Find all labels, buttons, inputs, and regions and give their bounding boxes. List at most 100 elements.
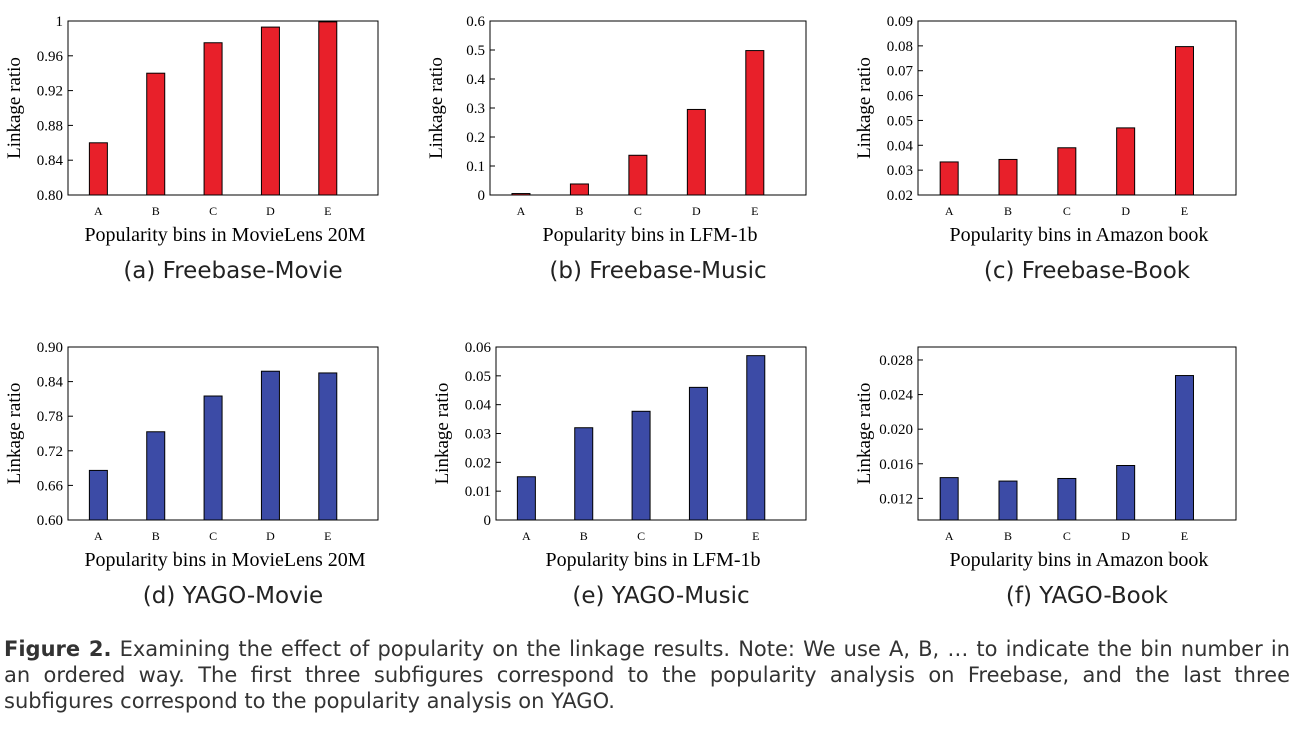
y-tick-label: 0.028 xyxy=(879,353,913,369)
y-tick-label: 0.3 xyxy=(466,101,485,117)
y-tick-label: 0.09 xyxy=(887,14,913,30)
bar-E xyxy=(745,50,765,196)
subfigure-caption: (a) Freebase-Movie xyxy=(123,258,342,284)
y-axis-label: Linkage ratio xyxy=(854,57,875,159)
bar-C xyxy=(203,42,223,196)
x-tick-label: B xyxy=(575,204,583,218)
x-tick-label: C xyxy=(637,529,645,543)
bar-A xyxy=(939,477,959,521)
chart-panel-4: 0.60 0.66 0.72 0.78 0.84 0.90 A B C D E Popularity … xyxy=(4,340,379,609)
x-tick-label: C xyxy=(209,529,217,543)
y-tick-label: 0.016 xyxy=(879,457,913,473)
y-axis-label: Linkage ratio xyxy=(4,383,25,485)
plot-frame xyxy=(917,20,1237,196)
y-tick-label: 0.02 xyxy=(465,455,491,471)
bar-B xyxy=(998,158,1018,196)
y-tick-label: 0.78 xyxy=(37,409,63,425)
x-tick-label: E xyxy=(752,529,759,543)
y-tick-label: 0.08 xyxy=(887,39,913,55)
x-tick-label: A xyxy=(945,529,954,543)
x-tick-label: D xyxy=(1121,204,1130,218)
x-tick-label: B xyxy=(1004,529,1012,543)
bar-C xyxy=(631,410,651,521)
x-tick-label: B xyxy=(1004,204,1012,218)
y-tick-label: 1 xyxy=(56,14,64,30)
bar-A xyxy=(511,193,531,196)
chart-panel-2: 0 0.1 0.2 0.3 0.4 0.5 0.6 A B C D E Popularity bins … xyxy=(426,14,807,284)
bar-E xyxy=(318,21,338,196)
x-axis-label: Popularity bins in MovieLens 20M xyxy=(84,224,365,246)
bar-B xyxy=(574,427,594,521)
bar-C xyxy=(203,395,223,521)
y-tick-label: 0.05 xyxy=(465,369,491,385)
x-tick-label: D xyxy=(694,529,703,543)
y-tick-label: 0.90 xyxy=(37,340,63,356)
x-tick-label: B xyxy=(580,529,588,543)
y-tick-label: 0.80 xyxy=(37,188,63,204)
x-tick-label: C xyxy=(1063,529,1071,543)
bar-D xyxy=(1116,127,1136,196)
bar-B xyxy=(569,183,589,196)
y-tick-label: 0.03 xyxy=(465,427,491,443)
y-tick-label: 0.03 xyxy=(887,163,913,179)
chart-panel-3: 0.02 0.03 0.04 0.05 0.06 0.07 0.08 0.09 A B C D E Pop… xyxy=(854,14,1237,284)
x-axis-label: Popularity bins in Amazon book xyxy=(950,549,1209,571)
figure-caption-text: Examining the effect of popularity on th… xyxy=(4,637,1290,713)
x-axis-label: Popularity bins in LFM-1b xyxy=(542,224,757,246)
x-tick-label: E xyxy=(324,529,331,543)
x-tick-label: A xyxy=(517,204,526,218)
chart-panel-1: 0.80 0.84 0.88 0.92 0.96 1 A B C D E Popularity bin… xyxy=(4,14,379,284)
y-tick-label: 0.04 xyxy=(465,398,492,414)
x-tick-label: D xyxy=(266,204,275,218)
bar-C xyxy=(628,154,648,196)
bar-A xyxy=(516,476,536,521)
x-tick-label: A xyxy=(945,204,954,218)
y-tick-label: 0.72 xyxy=(37,444,63,460)
chart-panel-5: 0 0.01 0.02 0.03 0.04 0.05 0.06 A B C D E Popularity… xyxy=(432,340,807,609)
bar-D xyxy=(686,108,706,196)
y-tick-label: 0.84 xyxy=(37,375,64,391)
x-tick-label: E xyxy=(324,204,331,218)
subfigure-caption: (d) YAGO-Movie xyxy=(143,583,323,609)
y-tick-label: 0.6 xyxy=(466,14,485,30)
y-axis-label: Linkage ratio xyxy=(854,383,875,485)
y-tick-label: 0.02 xyxy=(887,188,913,204)
bar-B xyxy=(146,72,166,196)
plot-frame xyxy=(917,346,1237,521)
y-tick-label: 0 xyxy=(484,513,492,529)
subfigure-caption: (e) YAGO-Music xyxy=(572,583,749,609)
y-tick-label: 0.66 xyxy=(37,478,64,494)
x-tick-label: B xyxy=(152,204,160,218)
x-tick-label: A xyxy=(522,529,531,543)
bar-B xyxy=(146,431,166,521)
subfigure-caption: (f) YAGO-Book xyxy=(1006,583,1169,609)
subfigure-caption: (b) Freebase-Music xyxy=(549,258,766,284)
bar-B xyxy=(998,480,1018,521)
bar-D xyxy=(1116,465,1136,521)
bar-E xyxy=(318,372,338,521)
x-axis-label: Popularity bins in MovieLens 20M xyxy=(84,549,365,571)
bar-D xyxy=(260,26,280,196)
y-tick-label: 0.2 xyxy=(466,130,485,146)
y-tick-label: 0.60 xyxy=(37,513,63,529)
y-tick-label: 0.06 xyxy=(887,89,914,105)
y-tick-label: 0.012 xyxy=(879,491,913,507)
y-tick-label: 0.92 xyxy=(37,84,63,100)
x-tick-label: A xyxy=(94,529,103,543)
bar-E xyxy=(1174,375,1194,521)
x-axis-label: Popularity bins in LFM-1b xyxy=(545,549,760,571)
y-tick-label: 0.88 xyxy=(37,118,63,134)
x-tick-label: E xyxy=(1181,204,1188,218)
y-tick-label: 0.07 xyxy=(887,64,914,80)
y-tick-label: 0.5 xyxy=(466,43,485,59)
y-tick-label: 0.06 xyxy=(465,340,492,356)
x-tick-label: C xyxy=(1063,204,1071,218)
subfigure-caption: (c) Freebase-Book xyxy=(984,258,1191,284)
y-axis-label: Linkage ratio xyxy=(4,57,25,159)
y-tick-label: 0.04 xyxy=(887,138,914,154)
x-axis-label: Popularity bins in Amazon book xyxy=(950,224,1209,246)
y-tick-label: 0.4 xyxy=(466,72,485,88)
x-tick-label: D xyxy=(266,529,275,543)
y-tick-label: 0.96 xyxy=(37,49,64,65)
bar-A xyxy=(939,161,959,196)
